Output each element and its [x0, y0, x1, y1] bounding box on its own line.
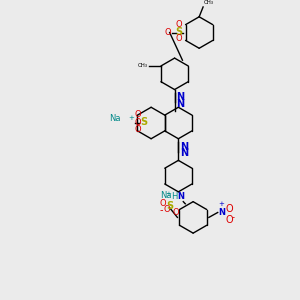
- Text: O: O: [164, 206, 170, 214]
- Text: O: O: [134, 118, 141, 127]
- Text: N: N: [176, 92, 185, 102]
- Text: S: S: [140, 117, 147, 127]
- Text: O: O: [175, 34, 182, 43]
- Text: O: O: [175, 20, 182, 29]
- Text: CH₃: CH₃: [138, 64, 148, 68]
- Text: O: O: [226, 203, 233, 214]
- Text: -: -: [232, 213, 235, 222]
- Text: Na: Na: [160, 191, 171, 200]
- Text: N: N: [219, 208, 226, 217]
- Text: O: O: [226, 215, 233, 225]
- Text: +: +: [219, 201, 225, 207]
- Text: O: O: [164, 28, 171, 37]
- Text: S: S: [167, 200, 174, 211]
- Text: Na: Na: [109, 114, 121, 123]
- Text: CH₃: CH₃: [204, 0, 214, 5]
- Text: N: N: [176, 99, 185, 109]
- Text: +: +: [166, 191, 172, 197]
- Text: -: -: [160, 206, 163, 215]
- Text: O: O: [134, 110, 141, 118]
- Text: O: O: [160, 199, 166, 208]
- Text: +: +: [128, 115, 134, 121]
- Text: H: H: [171, 192, 178, 201]
- Text: N: N: [180, 148, 188, 158]
- Text: N: N: [177, 192, 184, 201]
- Text: N: N: [180, 142, 188, 152]
- Text: O: O: [134, 125, 141, 134]
- Text: O: O: [172, 208, 179, 217]
- Text: S: S: [175, 27, 182, 37]
